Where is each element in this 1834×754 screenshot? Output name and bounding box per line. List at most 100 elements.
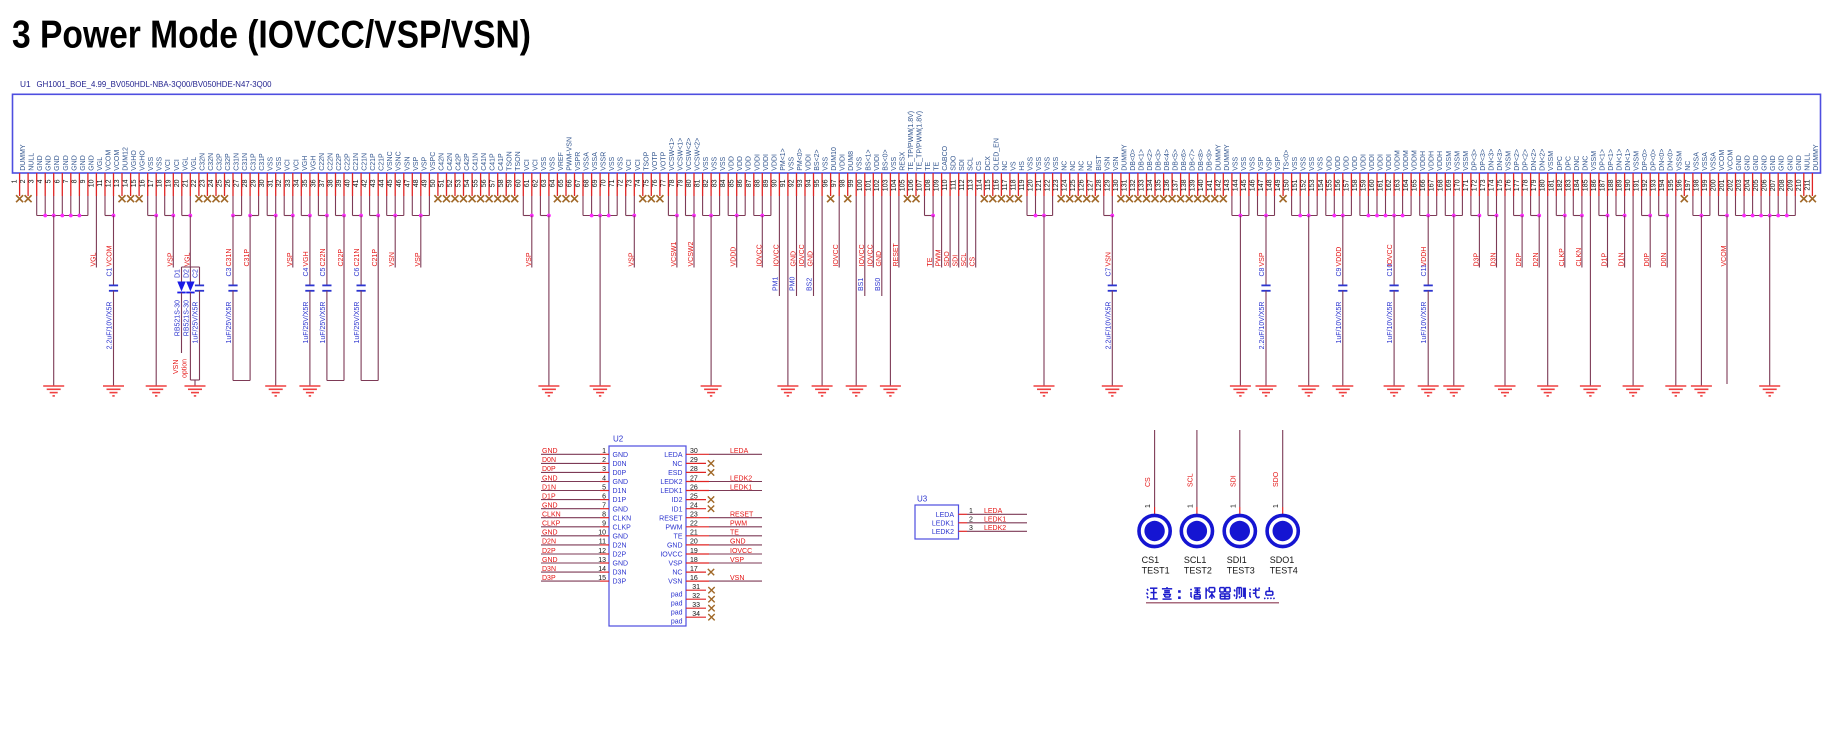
svg-text:C21P: C21P (370, 153, 377, 171)
svg-text:VDD: VDD (1335, 156, 1342, 171)
svg-text:NC: NC (1002, 161, 1009, 171)
svg-text:105: 105 (899, 179, 906, 191)
svg-text:VDDI: VDDI (771, 154, 778, 171)
svg-text:94: 94 (806, 179, 813, 187)
svg-text:141: 141 (1207, 179, 1214, 191)
svg-text:GND: GND (542, 475, 558, 482)
svg-text:154: 154 (1318, 179, 1325, 191)
svg-text:DUMMY: DUMMY (1224, 144, 1231, 171)
svg-text:DP<3>: DP<3> (1471, 149, 1478, 171)
svg-text:GND: GND (542, 530, 558, 537)
svg-text:NC: NC (1685, 161, 1692, 171)
svg-text:VDDI: VDDI (806, 154, 813, 171)
svg-text:DN<0>: DN<0> (1668, 149, 1675, 171)
svg-text:10: 10 (88, 179, 95, 187)
svg-text:DN<0>: DN<0> (1659, 149, 1666, 171)
svg-text:199: 199 (1702, 179, 1709, 191)
svg-text:VSS: VSS (1241, 156, 1248, 170)
svg-text:DP<1>: DP<1> (1608, 149, 1615, 171)
svg-text:1uF/25V/X5R: 1uF/25V/X5R (303, 302, 310, 344)
svg-text:TE: TE (927, 257, 934, 266)
svg-text:VDDI: VDDI (763, 154, 770, 171)
svg-text:3 Power Mode (IOVCC/VSP/VSN): 3 Power Mode (IOVCC/VSP/VSN) (12, 14, 531, 57)
svg-text:18: 18 (157, 179, 164, 187)
svg-text:DUMMY: DUMMY (1813, 144, 1820, 171)
svg-text:DN<3>: DN<3> (1497, 149, 1504, 171)
svg-text:DB<4>: DB<4> (1164, 149, 1171, 171)
svg-text:146: 146 (1250, 179, 1257, 191)
svg-text:20: 20 (690, 539, 698, 546)
svg-text:181: 181 (1548, 179, 1555, 191)
svg-text:VSSM: VSSM (1446, 151, 1453, 171)
svg-text:C41N: C41N (473, 153, 480, 171)
svg-text:TE: TE (925, 162, 932, 171)
svg-text:D0P: D0P (1644, 253, 1651, 267)
svg-text:GND: GND (730, 539, 746, 546)
svg-text:131: 131 (1121, 179, 1128, 191)
svg-text:GND: GND (1745, 155, 1752, 171)
svg-text:VDD: VDD (746, 156, 753, 171)
svg-text:182: 182 (1557, 179, 1564, 191)
svg-text:CLKN: CLKN (542, 512, 561, 519)
svg-text:DUMMY: DUMMY (1121, 144, 1128, 171)
svg-text:TE: TE (934, 162, 941, 171)
svg-text:DNC: DNC (1582, 156, 1589, 171)
svg-text:17: 17 (148, 179, 155, 187)
svg-text:133: 133 (1139, 179, 1146, 191)
svg-text:VCI: VCI (285, 159, 292, 171)
svg-text:47: 47 (404, 179, 411, 187)
svg-text:VCSW<1>: VCSW<1> (677, 138, 684, 171)
svg-text:21: 21 (690, 530, 698, 537)
svg-text:12: 12 (106, 179, 113, 187)
svg-text:VSP: VSP (668, 561, 682, 568)
svg-text:BS<1>: BS<1> (865, 149, 872, 170)
svg-text:DB<7>: DB<7> (1190, 149, 1197, 171)
svg-text:104: 104 (891, 179, 898, 191)
svg-text:70: 70 (601, 179, 608, 187)
svg-text:136: 136 (1164, 179, 1171, 191)
svg-text:PM<0>: PM<0> (797, 148, 804, 171)
svg-text:12: 12 (598, 548, 606, 555)
svg-text:GND: GND (1736, 155, 1743, 171)
svg-text:DN<2>: DN<2> (1540, 149, 1547, 171)
svg-text:BS2: BS2 (807, 278, 814, 291)
svg-text:147: 147 (1258, 179, 1265, 191)
svg-text:U1: U1 (20, 79, 31, 89)
svg-text:80: 80 (686, 179, 693, 187)
svg-text:C41P: C41P (498, 153, 505, 171)
svg-text:6: 6 (602, 493, 606, 500)
svg-text:VCI: VCI (293, 159, 300, 171)
svg-text:13: 13 (598, 557, 606, 564)
svg-text:66: 66 (567, 179, 574, 187)
svg-text:DB<1>: DB<1> (1138, 149, 1145, 171)
svg-text:TEST3: TEST3 (1227, 566, 1255, 576)
svg-text:2.2uF/10V/X5R: 2.2uF/10V/X5R (107, 302, 114, 350)
svg-text:71: 71 (609, 179, 616, 187)
svg-text:CLKP: CLKP (1559, 248, 1566, 267)
svg-text:VGL: VGL (184, 252, 191, 266)
svg-text:SCL: SCL (961, 253, 968, 267)
svg-text:VSSM: VSSM (1454, 151, 1461, 171)
svg-text:LEDK2: LEDK2 (932, 529, 954, 536)
svg-text:VSSA: VSSA (1710, 152, 1717, 171)
svg-text:55: 55 (473, 179, 480, 187)
svg-text:RESET: RESET (730, 512, 754, 519)
svg-text:C32P: C32P (217, 153, 224, 171)
svg-text:189: 189 (1617, 179, 1624, 191)
svg-text:200: 200 (1711, 179, 1718, 191)
svg-text:188: 188 (1608, 179, 1615, 191)
svg-text:58: 58 (498, 179, 505, 187)
svg-text:GND: GND (88, 155, 95, 171)
svg-text:C21N: C21N (353, 153, 360, 171)
svg-text:VSS: VSS (541, 156, 548, 170)
svg-text:VGH: VGH (310, 156, 317, 171)
svg-text:VSS: VSS (720, 156, 727, 170)
svg-text:VDDD: VDDD (1336, 247, 1343, 267)
svg-text:203: 203 (1736, 179, 1743, 191)
svg-text:VSSM: VSSM (1634, 151, 1641, 171)
svg-text:116: 116 (993, 179, 1000, 190)
svg-text:162: 162 (1386, 179, 1393, 191)
svg-text:VDDH: VDDH (1420, 151, 1427, 171)
svg-text:2: 2 (969, 517, 973, 524)
svg-text:121: 121 (1036, 179, 1043, 191)
